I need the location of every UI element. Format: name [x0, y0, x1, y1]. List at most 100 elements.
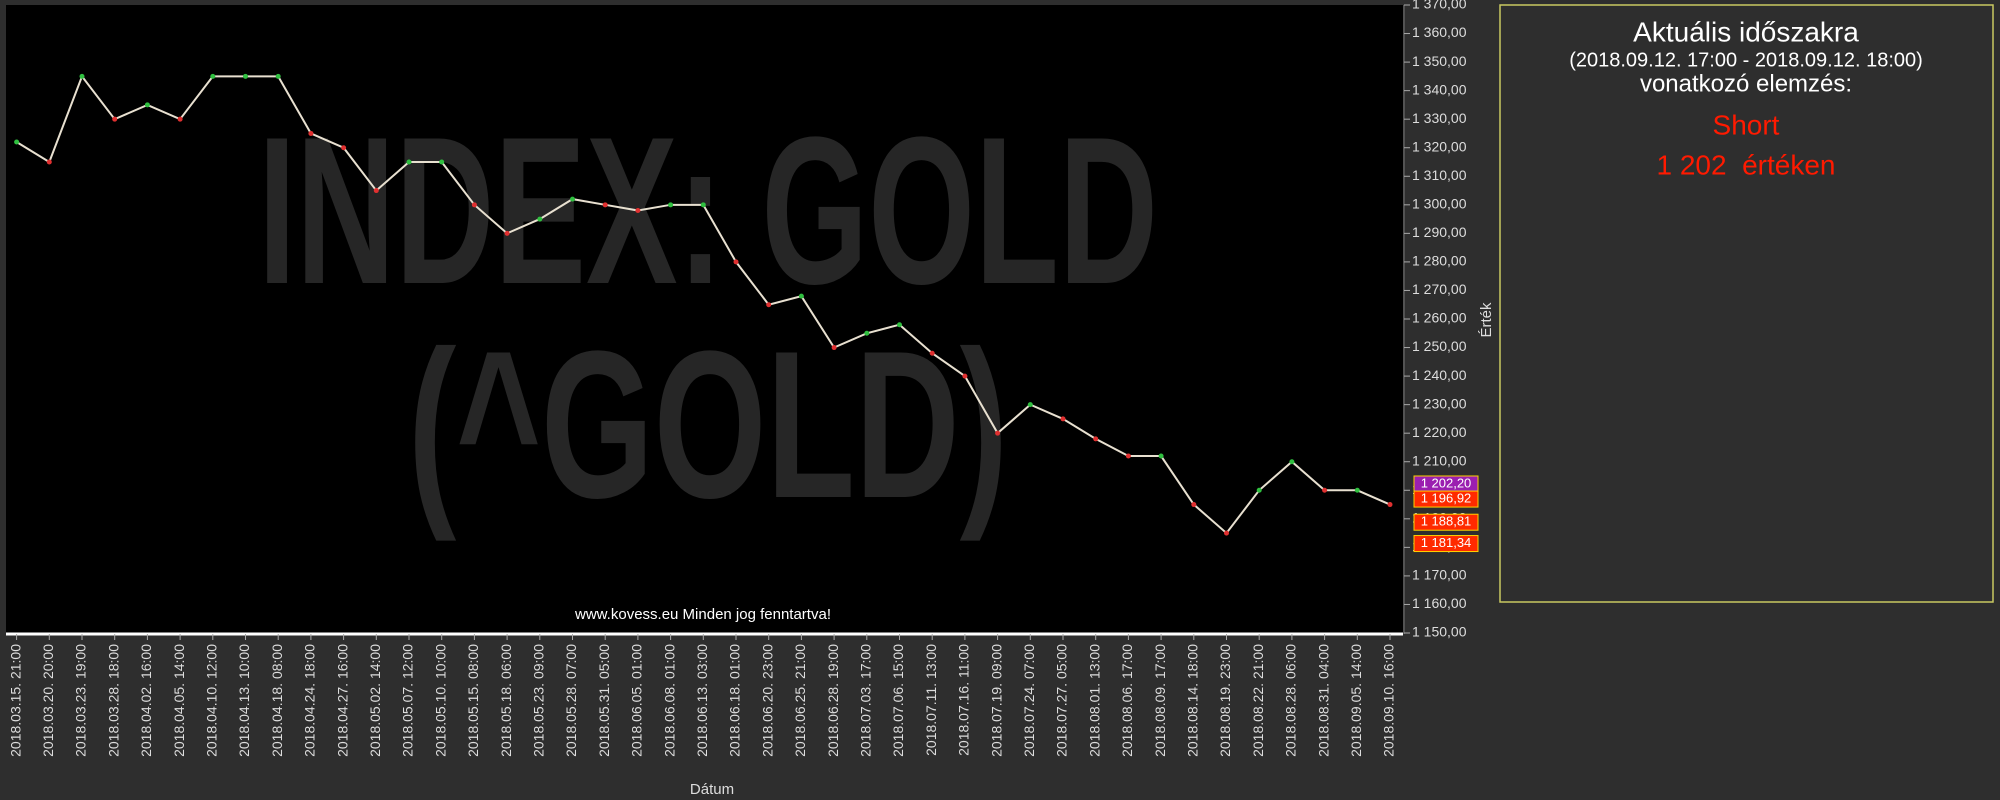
- price-point: [1387, 502, 1393, 508]
- y-axis-label: Érték: [1478, 302, 1495, 338]
- price-point: [700, 202, 706, 208]
- x-tick-label: 2018.04.05. 14:00: [171, 644, 187, 757]
- x-tick-label: 2018.06.28. 19:00: [825, 644, 841, 757]
- price-point: [308, 130, 314, 136]
- price-point: [79, 73, 85, 79]
- y-tick-label: 1 300,00: [1412, 196, 1467, 212]
- price-point: [929, 350, 935, 356]
- price-point: [897, 322, 902, 328]
- x-tick-label: 2018.07.27. 05:00: [1054, 644, 1070, 757]
- y-tick-label: 1 230,00: [1412, 395, 1467, 411]
- price-point: [275, 73, 281, 79]
- price-point: [798, 293, 804, 299]
- price-point: [1125, 453, 1131, 459]
- price-point: [668, 202, 674, 208]
- y-tick-label: 1 370,00: [1412, 0, 1467, 12]
- price-point: [243, 73, 248, 79]
- price-point: [14, 139, 20, 145]
- x-tick-label: 2018.05.15. 08:00: [465, 644, 481, 757]
- panel-signal: Short: [1713, 109, 1780, 140]
- y-tick-label: 1 160,00: [1412, 595, 1467, 611]
- x-tick-label: 2018.08.22. 21:00: [1250, 644, 1266, 757]
- y-tick-label: 1 170,00: [1412, 567, 1467, 583]
- price-point: [766, 302, 772, 308]
- watermark: (^GOLD): [408, 307, 1008, 542]
- price-point: [1027, 402, 1033, 408]
- x-tick-label: 2018.09.05. 14:00: [1348, 644, 1364, 757]
- price-point: [177, 116, 183, 122]
- footer: www.kovess.eu Minden jog fenntartva!: [574, 606, 831, 623]
- x-tick-label: 2018.06.08. 01:00: [661, 644, 677, 757]
- x-tick-label: 2018.09.10. 16:00: [1381, 644, 1397, 757]
- x-tick-label: 2018.05.10. 10:00: [432, 644, 448, 757]
- x-tick-label: 2018.07.16. 11:00: [956, 644, 972, 756]
- x-tick-label: 2018.05.07. 12:00: [400, 644, 416, 757]
- y-tick-label: 1 250,00: [1412, 338, 1467, 354]
- price-point: [1354, 487, 1360, 493]
- price-label-box: [1413, 490, 1479, 508]
- price-label-box: [1413, 513, 1479, 531]
- price-point: [1322, 487, 1328, 493]
- price-point: [406, 159, 412, 165]
- y-tick-label: 1 220,00: [1412, 424, 1467, 440]
- y-tick-label: 1 290,00: [1412, 224, 1467, 240]
- price-point: [46, 159, 52, 165]
- x-tick-label: 2018.07.03. 17:00: [858, 644, 874, 757]
- price-point: [1158, 453, 1164, 459]
- panel-subtitle: vonatkozó elemzés:: [1640, 70, 1852, 97]
- price-point: [1224, 530, 1229, 536]
- x-tick-label: 2018.07.24. 07:00: [1021, 644, 1037, 757]
- price-label: 1 202,20: [1421, 475, 1472, 490]
- price-point: [439, 159, 445, 165]
- price-point: [1060, 416, 1066, 422]
- price-point: [1093, 436, 1099, 442]
- y-tick-label: 1 260,00: [1412, 310, 1467, 326]
- x-tick-label: 2018.05.28. 07:00: [563, 644, 579, 757]
- watermark: INDEX: GOLD: [258, 93, 1158, 328]
- x-tick-label: 2018.07.11. 13:00: [923, 644, 939, 756]
- x-tick-label: 2018.04.10. 12:00: [204, 644, 220, 757]
- price-label: 1 181,34: [1421, 535, 1472, 550]
- x-tick-label: 2018.05.31. 05:00: [596, 644, 612, 757]
- x-tick-label: 2018.06.13. 03:00: [694, 644, 710, 757]
- x-tick-label: 2018.06.25. 21:00: [792, 644, 808, 757]
- price-point: [112, 116, 118, 122]
- price-point: [373, 188, 379, 194]
- y-tick-label: 1 340,00: [1412, 81, 1467, 97]
- x-tick-label: 2018.08.09. 17:00: [1152, 644, 1168, 757]
- y-tick-label: 1 330,00: [1412, 110, 1467, 126]
- price-point: [831, 345, 837, 351]
- x-tick-label: 2018.04.18. 08:00: [269, 644, 285, 757]
- price-point: [864, 330, 870, 336]
- x-tick-label: 2018.06.05. 01:00: [629, 644, 645, 757]
- price-point: [570, 196, 575, 202]
- x-tick-label: 2018.07.19. 09:00: [988, 644, 1004, 757]
- y-tick-label: 1 320,00: [1412, 138, 1467, 154]
- x-tick-label: 2018.04.27. 16:00: [334, 644, 350, 757]
- panel-period: (2018.09.12. 17:00 - 2018.09.12. 18:00): [1569, 49, 1923, 71]
- price-point: [1191, 502, 1197, 508]
- x-tick-label: 2018.04.13. 10:00: [236, 644, 252, 757]
- price-point: [144, 102, 150, 108]
- x-tick-label: 2018.05.18. 06:00: [498, 644, 514, 757]
- price-point: [995, 430, 1001, 436]
- price-point: [471, 202, 477, 208]
- price-point: [341, 145, 347, 151]
- x-tick-label: 2018.08.14. 18:00: [1185, 644, 1201, 757]
- y-tick-label: 1 310,00: [1412, 167, 1467, 183]
- analysis-panel: [1499, 4, 1994, 603]
- price-point: [1256, 487, 1262, 493]
- x-tick-label: 2018.08.28. 06:00: [1283, 644, 1299, 757]
- y-tick-label: 1 240,00: [1412, 367, 1467, 383]
- price-point: [962, 373, 968, 379]
- x-tick-label: 2018.06.20. 23:00: [759, 644, 775, 757]
- price-point: [537, 216, 543, 222]
- price-point: [504, 230, 510, 236]
- x-tick-label: 2018.04.02. 16:00: [138, 644, 154, 757]
- x-tick-label: 2018.07.06. 15:00: [890, 644, 906, 757]
- price-point: [210, 73, 216, 79]
- price-label: 1 196,92: [1421, 491, 1472, 506]
- price-label: 1 188,81: [1421, 514, 1472, 529]
- x-tick-label: 2018.03.20. 20:00: [40, 644, 56, 757]
